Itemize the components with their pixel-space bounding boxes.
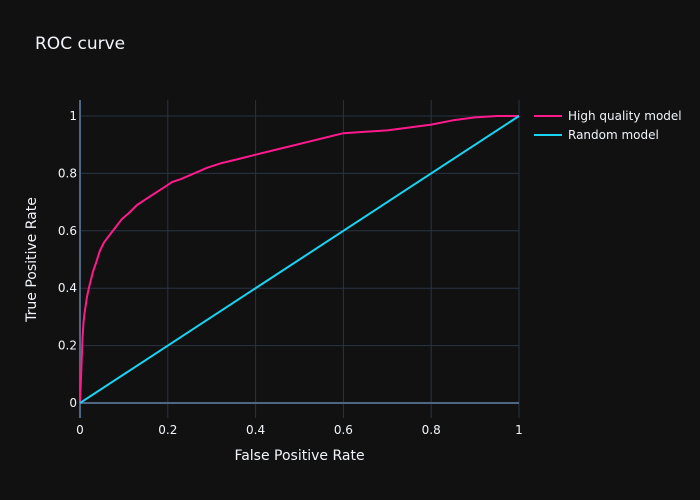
y-tick-label-3: 0.6 xyxy=(58,224,77,238)
legend-label-high-quality-model: High quality model xyxy=(568,108,682,123)
y-tick-label-2: 0.4 xyxy=(58,281,77,295)
x-tick-label-4: 0.8 xyxy=(422,423,441,437)
y-axis-label: True Positive Rate xyxy=(24,197,40,323)
legend-item-high-quality-model[interactable]: High quality model xyxy=(534,106,682,125)
legend-label-random-model: Random model xyxy=(568,127,659,142)
y-tick-label-5: 1 xyxy=(69,109,77,123)
y-tick-label-0: 0 xyxy=(69,396,77,410)
legend-swatch-random-model xyxy=(534,133,562,136)
chart-title: ROC curve xyxy=(35,34,126,54)
series-line-random-model xyxy=(79,115,520,404)
x-axis-label: False Positive Rate xyxy=(234,448,364,464)
y-tick-label-1: 0.2 xyxy=(58,339,77,353)
x-tick-label-2: 0.4 xyxy=(246,423,265,437)
x-tick-label-1: 0.2 xyxy=(158,423,177,437)
y-tick-label-4: 0.8 xyxy=(58,166,77,180)
x-tick-label-0: 0 xyxy=(76,423,84,437)
legend[interactable]: High quality model Random model xyxy=(534,106,682,144)
legend-item-random-model[interactable]: Random model xyxy=(534,125,682,144)
legend-swatch-high-quality-model xyxy=(534,114,562,117)
x-tick-label-5: 1 xyxy=(515,423,523,437)
series-line-high-quality-model xyxy=(79,115,519,404)
x-tick-label-3: 0.6 xyxy=(334,423,353,437)
